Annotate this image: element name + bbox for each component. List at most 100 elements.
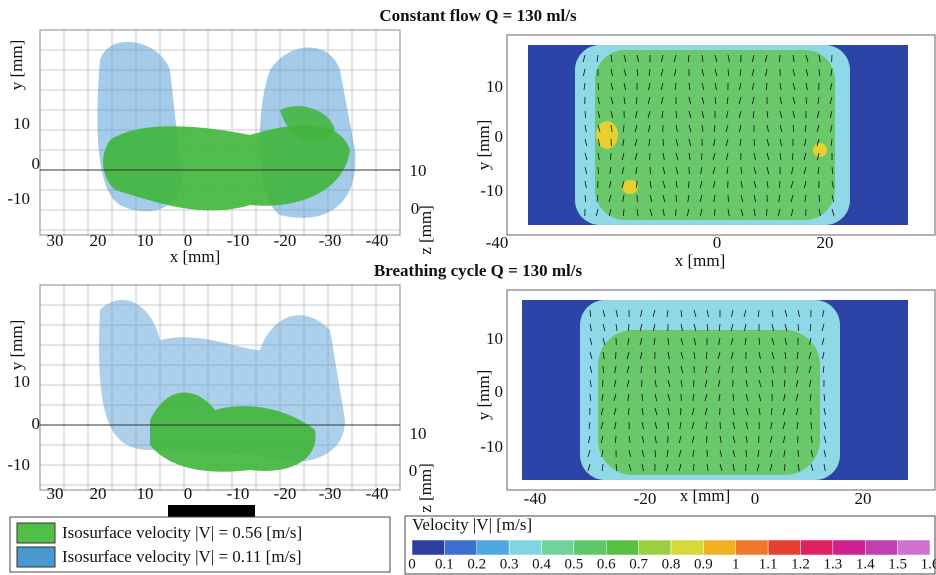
- vector-arrow: [829, 110, 833, 119]
- vector-arrow: [675, 124, 678, 133]
- y-tick-label: -10: [7, 189, 30, 208]
- vector-arrow: [753, 194, 757, 203]
- vector-arrow: [730, 337, 734, 346]
- vector-arrow: [744, 337, 747, 346]
- vector-arrow: [816, 124, 820, 133]
- vector-arrow: [589, 309, 592, 318]
- vector-arrow: [739, 124, 742, 133]
- vector-arrow: [674, 68, 677, 77]
- vector-arrow: [688, 180, 690, 189]
- vector-arrow: [719, 449, 723, 458]
- vector-arrow: [636, 208, 639, 217]
- x-tick-label: -40: [366, 484, 389, 503]
- vector-arrow: [699, 180, 703, 189]
- vector-arrow: [582, 54, 586, 63]
- vector-arrow: [745, 407, 749, 416]
- vector-arrow: [757, 449, 760, 458]
- vector-arrow: [771, 379, 774, 388]
- vector-arrow: [628, 407, 630, 416]
- vector-arrow: [610, 68, 613, 77]
- x-tick-label: -10: [227, 231, 250, 250]
- vector-arrow: [784, 309, 788, 318]
- vector-arrow: [648, 138, 651, 147]
- vector-arrow: [640, 365, 643, 374]
- vector-arrow: [740, 208, 744, 217]
- green-isosurface: [103, 125, 351, 211]
- vector-arrow: [692, 463, 695, 472]
- colorbar-tick-label: 0.1: [435, 556, 454, 572]
- vector-arrow: [610, 96, 614, 105]
- vector-arrow: [783, 449, 786, 458]
- vector-arrow: [757, 309, 760, 318]
- vector-arrow: [661, 110, 664, 119]
- colorbar-segment: [800, 539, 834, 556]
- vector-arrow: [639, 323, 643, 332]
- vector-arrow: [675, 110, 678, 119]
- vector-arrow: [662, 152, 665, 161]
- vector-arrow: [779, 82, 782, 91]
- vector-arrow: [608, 194, 612, 203]
- vector-arrow: [584, 138, 588, 147]
- colorbar-tick-label: 0.9: [694, 556, 713, 572]
- vector-arrow: [622, 138, 625, 147]
- vector-arrow: [770, 421, 773, 430]
- vector-arrow: [714, 68, 718, 77]
- vector-arrow: [610, 82, 614, 91]
- vector-arrow: [662, 208, 665, 217]
- vector-arrow: [712, 166, 716, 175]
- z-tick-label: 0: [411, 199, 420, 218]
- vector-arrow: [615, 351, 617, 360]
- vector-arrow: [640, 309, 643, 318]
- vector-arrow: [753, 152, 756, 161]
- vector-arrow: [718, 323, 721, 332]
- vector-field: [587, 309, 827, 472]
- vector-arrow: [641, 421, 645, 430]
- vector-arrow: [588, 421, 591, 430]
- vector-arrow: [803, 152, 807, 161]
- vector-arrow: [602, 309, 606, 318]
- contour-field: [622, 180, 638, 194]
- vector-arrow: [808, 351, 812, 360]
- vector-arrow: [584, 152, 588, 161]
- vector-arrow: [713, 138, 716, 147]
- vector-arrow: [704, 407, 708, 416]
- contour-field: [813, 143, 827, 157]
- vector-arrow: [823, 463, 826, 472]
- vector-arrow: [679, 421, 682, 430]
- vector-arrow: [597, 152, 600, 161]
- vector-arrow: [751, 68, 755, 77]
- contour-panel: [506, 289, 936, 491]
- vector-arrow: [745, 421, 749, 430]
- vector-arrow: [688, 124, 692, 133]
- vector-arrow: [805, 82, 808, 91]
- vector-arrow: [717, 379, 721, 388]
- y-axis-label: y [mm]: [7, 320, 26, 371]
- vector-arrow: [739, 68, 742, 77]
- vector-arrow: [610, 124, 613, 133]
- vector-arrow: [718, 393, 721, 402]
- vector-arrow: [623, 96, 626, 105]
- x-tick-label: -30: [319, 231, 342, 250]
- vector-arrow: [743, 309, 747, 318]
- vector-arrow: [701, 54, 704, 63]
- vector-arrow: [589, 323, 592, 332]
- vector-arrow: [766, 180, 769, 189]
- vector-arrow: [691, 435, 695, 444]
- vector-arrow: [779, 54, 781, 63]
- vector-arrow: [688, 96, 691, 105]
- vector-arrow: [790, 180, 794, 189]
- vector-arrow: [662, 138, 665, 147]
- plot-frame: [39, 29, 401, 236]
- y-tick-label: 0: [495, 127, 504, 146]
- vector-arrow: [744, 323, 747, 332]
- vector-arrow: [782, 407, 786, 416]
- vector-arrow: [673, 54, 677, 63]
- vector-arrow: [635, 166, 638, 175]
- vector-arrow: [829, 82, 833, 91]
- y-axis-label: y [mm]: [7, 40, 26, 91]
- vector-arrow: [818, 54, 821, 63]
- vector-arrow: [613, 393, 617, 402]
- vector-arrow: [622, 208, 625, 217]
- vector-arrow: [745, 393, 749, 402]
- vector-arrow: [700, 166, 703, 175]
